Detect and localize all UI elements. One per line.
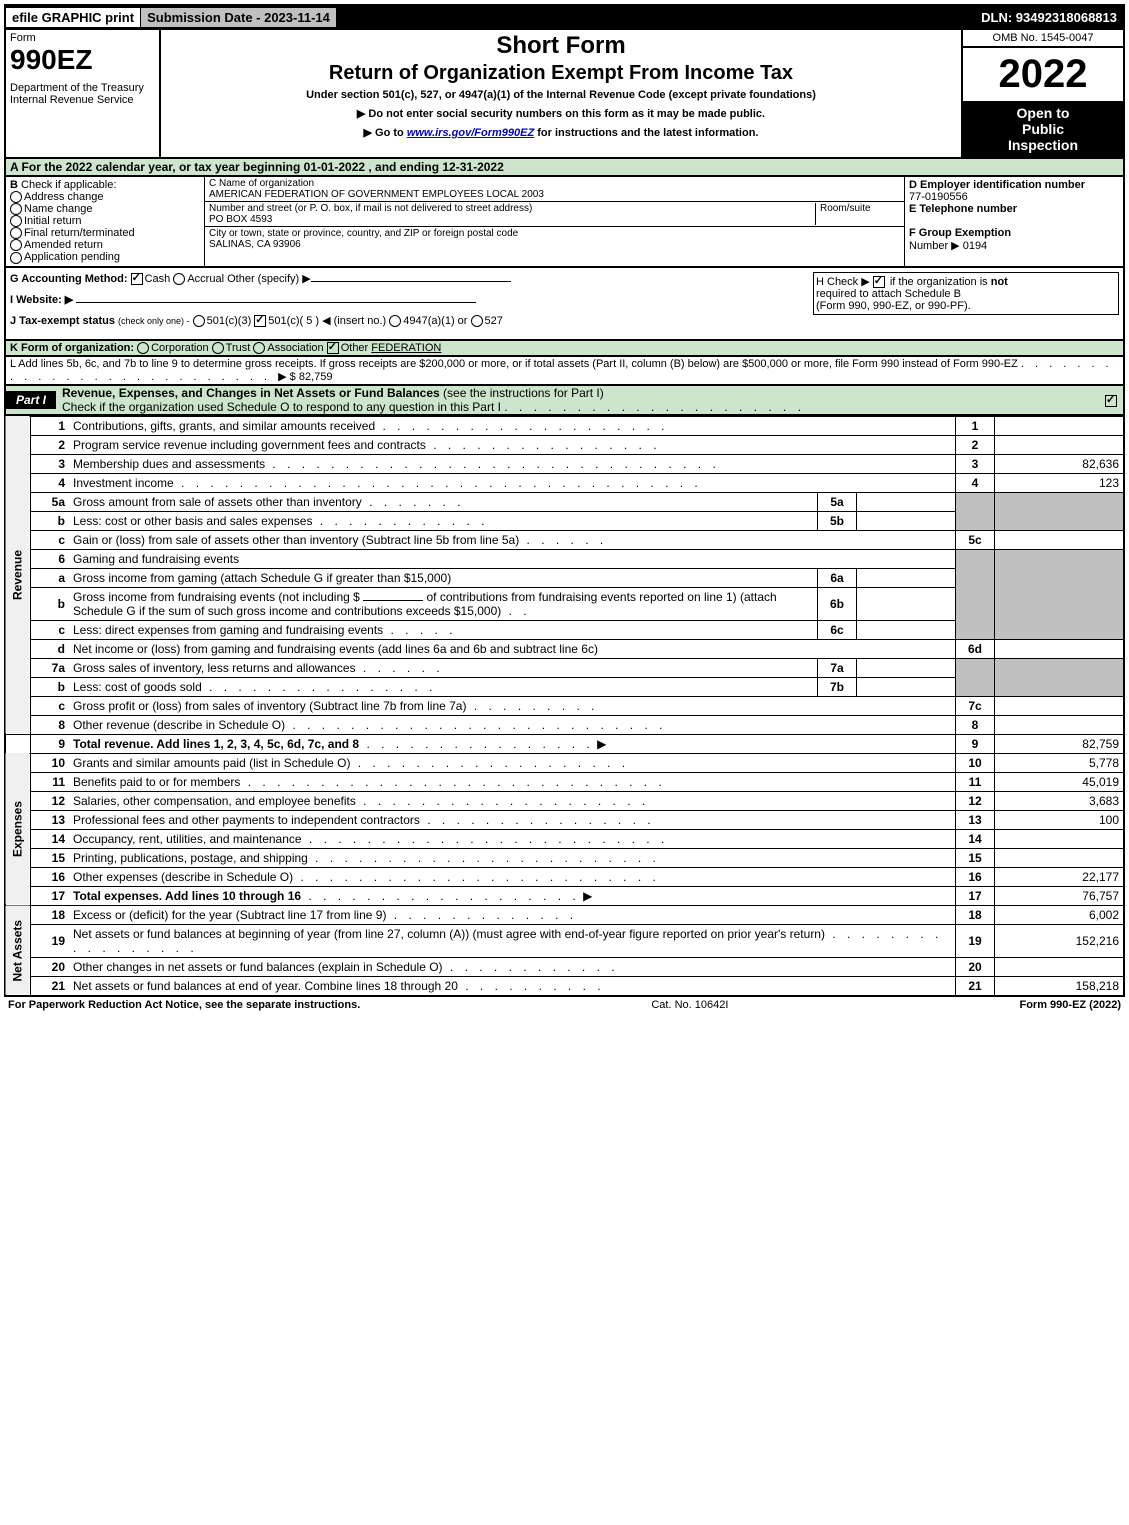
part-1-table: Revenue 1 Contributions, gifts, grants, … [4,416,1125,997]
paperwork-notice: For Paperwork Reduction Act Notice, see … [8,999,360,1011]
section-b: B Check if applicable: Address change Na… [6,177,205,266]
line-13-value: 100 [995,810,1125,829]
line-18-value: 6,002 [995,905,1125,924]
section-def: D Employer identification number 77-0190… [904,177,1123,266]
other-method-input[interactable] [311,281,511,282]
netassets-side-label: Net Assets [5,905,31,996]
line-8-value [995,715,1125,734]
efile-label: efile GRAPHIC print [6,8,140,27]
line-21-value: 158,218 [995,976,1125,996]
check-name-change[interactable] [10,203,22,215]
top-bar: efile GRAPHIC print Submission Date - 20… [4,4,1125,30]
check-4947[interactable] [389,315,401,327]
tax-year: 2022 [963,48,1123,101]
check-schedule-b[interactable] [873,276,885,288]
check-address-change[interactable] [10,191,22,203]
omb-number: OMB No. 1545-0047 [963,30,1123,48]
subtitle: Under section 501(c), 527, or 4947(a)(1)… [163,89,959,101]
part-1-label: Part I [6,391,56,409]
phone-label: E Telephone number [909,203,1017,215]
check-corp[interactable] [137,342,149,354]
form-ref: Form 990-EZ (2022) [1019,999,1121,1011]
room-label: Room/suite [820,203,871,214]
check-initial-return[interactable] [10,215,22,227]
line-4-value: 123 [995,473,1125,492]
line-10-value: 5,778 [995,753,1125,772]
section-ghij: H Check ▶ if the organization is not req… [4,268,1125,341]
submission-date: Submission Date - 2023-11-14 [140,7,337,28]
check-schedule-o[interactable] [1105,395,1117,407]
other-org-value: FEDERATION [371,342,441,354]
line-6d-value [995,639,1125,658]
ein-value: 77-0190556 [909,191,968,203]
line-14-value [995,829,1125,848]
group-exempt-value: 0194 [963,240,987,252]
check-application-pending[interactable] [10,252,22,264]
group-exempt-label: F Group Exemption [909,227,1011,239]
check-501c[interactable] [254,315,266,327]
section-bcdef: B Check if applicable: Address change Na… [4,177,1125,268]
line-20-value [995,957,1125,976]
check-501c3[interactable] [193,315,205,327]
check-cash[interactable] [131,273,143,285]
line-19-value: 152,216 [995,924,1125,957]
form-header: Form 990EZ Department of the Treasury In… [4,30,1125,159]
line-12-value: 3,683 [995,791,1125,810]
dln-label: DLN: 93492318068813 [975,8,1123,27]
section-j: J Tax-exempt status (check only one) - 5… [10,314,1119,327]
check-final-return[interactable] [10,227,22,239]
dept-label: Department of the Treasury [10,82,155,94]
form-word: Form [10,32,155,44]
line-9-value: 82,759 [995,734,1125,753]
gross-receipts-value: 82,759 [299,371,333,383]
title-short-form: Short Form [163,32,959,60]
line-1-value [995,416,1125,435]
city-value: SALINAS, CA 93906 [209,239,301,250]
ein-label: D Employer identification number [909,179,1085,191]
check-527[interactable] [471,315,483,327]
addr-label: Number and street (or P. O. box, if mail… [209,203,532,214]
line-17-value: 76,757 [995,886,1125,905]
header-right: OMB No. 1545-0047 2022 Open to Public In… [961,30,1123,157]
line-5c-value [995,530,1125,549]
goto-line: ▶ Go to www.irs.gov/Form990EZ for instru… [163,126,959,139]
city-label: City or town, state or province, country… [209,228,518,239]
header-center: Short Form Return of Organization Exempt… [161,30,961,157]
irs-link[interactable]: www.irs.gov/Form990EZ [407,127,534,139]
irs-label: Internal Revenue Service [10,94,155,106]
addr-value: PO BOX 4593 [209,214,272,225]
check-other-org[interactable] [327,342,339,354]
org-name-label: C Name of organization [209,178,314,189]
expenses-side-label: Expenses [5,753,31,905]
part-1-header: Part I Revenue, Expenses, and Changes in… [4,386,1125,416]
check-assoc[interactable] [253,342,265,354]
check-trust[interactable] [212,342,224,354]
line-16-value: 22,177 [995,867,1125,886]
org-name-value: AMERICAN FEDERATION OF GOVERNMENT EMPLOY… [209,189,544,200]
page-footer: For Paperwork Reduction Act Notice, see … [4,997,1125,1013]
form-number: 990EZ [10,44,155,76]
line-3-value: 82,636 [995,454,1125,473]
check-accrual[interactable] [173,273,185,285]
title-return: Return of Organization Exempt From Incom… [163,62,959,85]
section-k: K Form of organization: Corporation Trus… [4,341,1125,357]
ssn-notice: ▶ Do not enter social security numbers o… [163,107,959,120]
line-2-value [995,435,1125,454]
inspection-box: Open to Public Inspection [963,101,1123,157]
section-l: L Add lines 5b, 6c, and 7b to line 9 to … [4,357,1125,386]
section-h: H Check ▶ if the organization is not req… [813,272,1119,315]
line-15-value [995,848,1125,867]
section-a: A For the 2022 calendar year, or tax yea… [4,159,1125,177]
cat-number: Cat. No. 10642I [651,999,728,1011]
revenue-side-label: Revenue [5,416,31,734]
check-amended-return[interactable] [10,239,22,251]
section-c: C Name of organization AMERICAN FEDERATI… [205,177,904,266]
line-7c-value [995,696,1125,715]
header-left: Form 990EZ Department of the Treasury In… [6,30,161,157]
website-input[interactable] [76,302,476,303]
line-11-value: 45,019 [995,772,1125,791]
